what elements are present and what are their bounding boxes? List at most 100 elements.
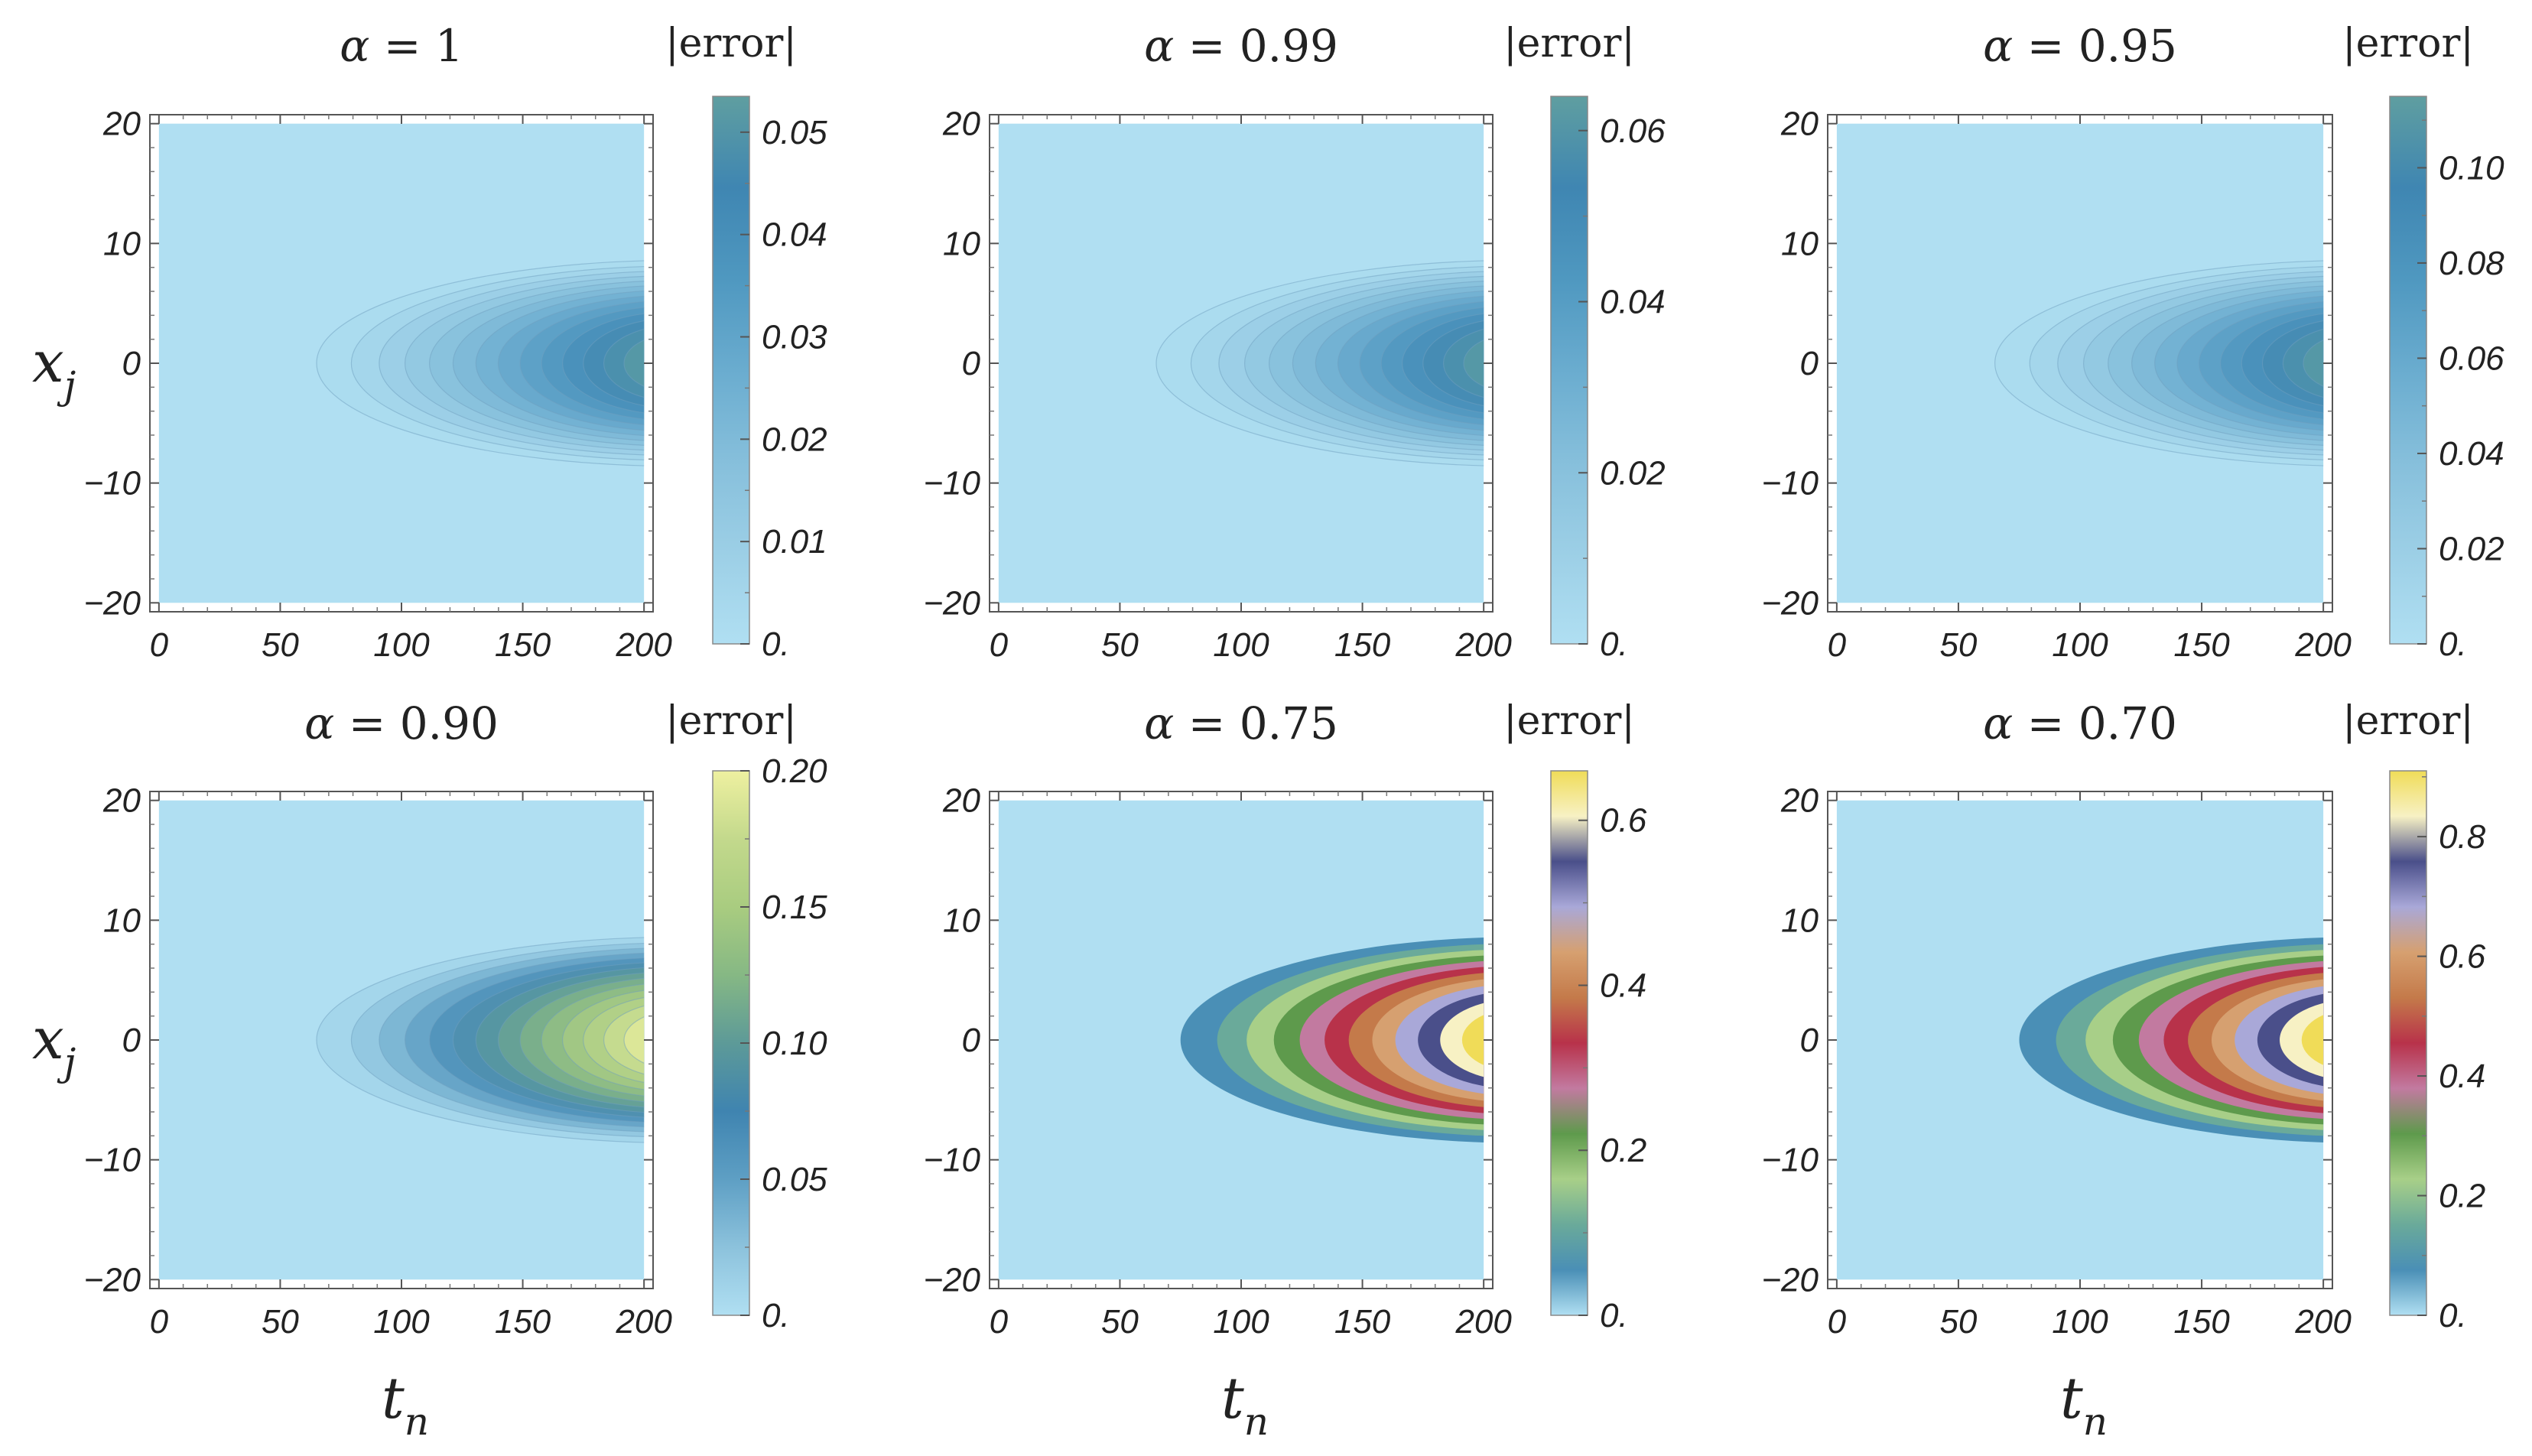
y-tick-label: 10 xyxy=(1781,902,1819,939)
x-tick-label: 50 xyxy=(1101,1303,1139,1341)
colorbar-tick-label: 0.10 xyxy=(2439,149,2504,187)
y-tick-label: −10 xyxy=(1761,465,1819,502)
y-tick-label: 10 xyxy=(1781,225,1819,262)
y-tick-label: 20 xyxy=(1780,106,1819,143)
x-axis-label-main: t xyxy=(1221,1366,1244,1432)
title-value: = 0.90 xyxy=(334,697,499,749)
x-tick-label: 100 xyxy=(373,626,430,664)
x-axis-label-main: t xyxy=(2060,1366,2083,1432)
contour-bands xyxy=(2019,938,2324,1142)
colorbar xyxy=(1550,96,1588,645)
x-tick-label: 150 xyxy=(2173,626,2230,664)
title-symbol: α xyxy=(1144,20,1174,72)
contour-bands xyxy=(316,937,645,1143)
y-tick-label: −10 xyxy=(1761,1142,1819,1179)
panel-title: α = 0.75 xyxy=(1144,697,1338,749)
x-tick-label: 50 xyxy=(1939,1303,1977,1341)
contour-level xyxy=(2301,1015,2324,1065)
colorbar-title: |error| xyxy=(2342,698,2474,744)
colorbar-tick-label: 0.06 xyxy=(2439,340,2504,377)
y-tick-label: 20 xyxy=(1780,782,1819,820)
x-axis-label-main: t xyxy=(382,1366,405,1432)
title-symbol: α xyxy=(1983,20,2013,72)
colorbar-tick-label: 0.08 xyxy=(2439,245,2504,282)
contour-level xyxy=(2303,340,2324,387)
y-tick-label: −20 xyxy=(923,1261,980,1298)
colorbar-tick-label: 0.4 xyxy=(1600,967,1646,1004)
y-tick-label: −20 xyxy=(1761,1261,1819,1298)
y-tick-label: 10 xyxy=(943,902,980,939)
y-tick-label: −10 xyxy=(83,1142,141,1179)
x-tick-label: 200 xyxy=(615,626,672,664)
y-tick-label: −10 xyxy=(83,465,141,502)
contour-bands xyxy=(1155,260,1484,466)
x-tick-label: 0 xyxy=(150,626,169,664)
y-tick-label: 20 xyxy=(102,106,141,143)
colorbar-tick-label: 0.20 xyxy=(762,752,827,790)
colorbar-tick-label: 0. xyxy=(1600,626,1628,663)
x-tick-label: 50 xyxy=(262,1303,299,1341)
y-tick-label: 20 xyxy=(942,106,980,143)
x-tick-label: 50 xyxy=(262,626,299,664)
colorbar-tick-label: 0. xyxy=(762,626,790,663)
x-axis-label-sub: n xyxy=(2083,1399,2108,1444)
colorbar-tick-label: 0.01 xyxy=(762,523,827,561)
x-tick-label: 150 xyxy=(2173,1303,2230,1341)
colorbar-tick-label: 0.03 xyxy=(762,319,827,356)
colorbar-tick-label: 0.2 xyxy=(2439,1178,2485,1215)
x-axis-label: tn xyxy=(382,1366,429,1444)
colorbar-title: |error| xyxy=(2342,21,2474,67)
x-axis-label: tn xyxy=(2060,1366,2108,1444)
colorbar-tick-label: 0.2 xyxy=(1600,1132,1646,1169)
x-tick-label: 200 xyxy=(2294,1303,2352,1341)
colorbar-tick-label: 0.6 xyxy=(2439,938,2486,976)
colorbar-tick-label: 0.02 xyxy=(762,421,827,458)
colorbar xyxy=(1550,770,1588,1316)
x-tick-label: 200 xyxy=(2294,626,2352,664)
y-axis-label: xj xyxy=(32,1006,76,1084)
colorbar-tick-label: 0. xyxy=(2439,1297,2467,1334)
y-tick-label: −10 xyxy=(923,1142,980,1179)
y-tick-label: 0 xyxy=(1800,345,1819,382)
contour-level xyxy=(623,340,645,387)
y-tick-label: 0 xyxy=(122,1022,141,1059)
colorbar-tick-label: 0.15 xyxy=(762,889,827,926)
colorbar-tick-label: 0. xyxy=(762,1297,790,1334)
y-tick-label: 20 xyxy=(102,782,141,820)
contour-level xyxy=(1463,340,1484,387)
x-tick-label: 0 xyxy=(1828,626,1847,664)
colorbar-title: |error| xyxy=(665,21,797,67)
x-tick-label: 100 xyxy=(2052,626,2108,664)
x-axis-label-sub: n xyxy=(405,1399,429,1444)
x-tick-label: 200 xyxy=(1455,1303,1512,1341)
colorbar-tick-label: 0.06 xyxy=(1600,112,1666,150)
y-tick-label: 10 xyxy=(103,225,141,262)
title-value: = 0.95 xyxy=(2013,20,2177,72)
x-tick-label: 200 xyxy=(615,1303,672,1341)
colorbar-title: |error| xyxy=(1503,21,1635,67)
x-tick-label: 100 xyxy=(1213,1303,1269,1341)
title-value: = 0.99 xyxy=(1174,20,1338,72)
contour-bands xyxy=(316,260,645,466)
y-tick-label: 0 xyxy=(1800,1022,1819,1059)
x-tick-label: 150 xyxy=(495,1303,551,1341)
colorbar xyxy=(2389,770,2427,1316)
y-tick-label: 10 xyxy=(103,902,141,939)
colorbar-tick-label: 0.04 xyxy=(2439,435,2504,473)
y-axis-label-main: x xyxy=(32,330,64,395)
y-tick-label: −20 xyxy=(1761,584,1819,622)
panel-title: α = 0.95 xyxy=(1983,20,2177,72)
y-tick-label: 0 xyxy=(962,345,981,382)
y-tick-label: 0 xyxy=(962,1022,981,1059)
x-tick-label: 150 xyxy=(495,626,551,664)
panel-title: α = 0.70 xyxy=(1983,697,2177,749)
colorbar-tick-label: 0.02 xyxy=(1600,454,1666,492)
x-tick-label: 0 xyxy=(150,1303,169,1341)
y-axis-label-main: x xyxy=(32,1006,64,1072)
colorbar-title: |error| xyxy=(1503,698,1635,744)
